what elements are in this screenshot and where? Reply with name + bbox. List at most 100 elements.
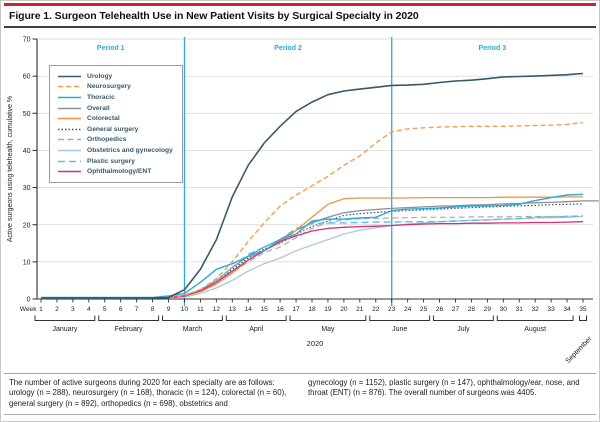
chart-legend: Urology Neurosurgery Thoracic Overall Colore… xyxy=(49,65,183,183)
legend-swatch-neurosurgery xyxy=(58,86,81,88)
month-label: September xyxy=(565,335,594,365)
week-label: 34 xyxy=(563,306,571,313)
month-bracket xyxy=(579,315,587,321)
week-label: 26 xyxy=(436,306,444,313)
week-label: 4 xyxy=(87,306,91,313)
week-label: 25 xyxy=(420,306,428,313)
masthead-rule xyxy=(4,3,596,6)
week-label: 12 xyxy=(213,306,221,313)
period-label: Period 3 xyxy=(479,45,507,52)
month-label: May xyxy=(321,326,335,333)
week-label: 11 xyxy=(197,306,204,313)
week-label: 35 xyxy=(579,306,587,313)
week-label: 3 xyxy=(71,306,75,313)
month-bracket xyxy=(162,315,223,321)
legend-swatch-urology xyxy=(58,75,81,78)
week-label: 2 xyxy=(55,306,59,313)
legend-item-overall: Overall xyxy=(57,103,173,114)
month-label: June xyxy=(392,326,407,333)
y-tick-label: 10 xyxy=(23,259,31,266)
legend-item-neurosurgery: Neurosurgery xyxy=(57,82,173,93)
month-label: February xyxy=(115,326,144,333)
week-label: 32 xyxy=(532,306,540,313)
legend-label-overall: Overall xyxy=(87,104,110,112)
legend-swatch-ophthalmology-ent xyxy=(58,170,81,173)
legend-item-orthopedics: Orthopedics xyxy=(57,135,173,146)
week-label: 14 xyxy=(245,306,253,313)
caption-right-column: gynecology (n = 1152), plastic surgery (… xyxy=(308,378,580,398)
month-bracket xyxy=(225,315,287,321)
legend-item-urology: Urology xyxy=(57,71,173,82)
week-label: 27 xyxy=(452,306,460,313)
month-bracket xyxy=(98,315,160,321)
caption-left-column: The number of active surgeons during 202… xyxy=(9,378,287,408)
y-axis-title: Active surgeons using telehealth, cumula… xyxy=(7,96,14,242)
legend-swatch-overall xyxy=(58,107,81,109)
week-axis-prefix: Week xyxy=(20,306,37,313)
week-label: 5 xyxy=(103,306,107,313)
legend-label-obstetrics-gynecology: Obstetrics and gynecology xyxy=(87,146,173,154)
y-tick-label: 0 xyxy=(27,297,31,304)
week-label: 22 xyxy=(372,306,380,313)
legend-label-colorectal: Colorectal xyxy=(87,115,120,123)
y-tick-label: 50 xyxy=(23,111,31,118)
y-tick-label: 70 xyxy=(23,37,31,44)
week-label: 33 xyxy=(547,306,555,313)
month-bracket xyxy=(289,315,367,321)
week-label: 30 xyxy=(500,306,508,313)
title-divider xyxy=(4,26,596,28)
month-bracket xyxy=(369,315,431,321)
y-tick-label: 40 xyxy=(23,148,31,155)
legend-label-orthopedics: Orthopedics xyxy=(87,136,127,144)
week-label: 6 xyxy=(119,306,123,313)
legend-label-thoracic: Thoracic xyxy=(87,93,115,101)
week-label: 15 xyxy=(261,306,269,313)
week-label: 13 xyxy=(229,306,237,313)
legend-swatch-plastic-surgery xyxy=(58,160,81,162)
month-bracket xyxy=(433,315,494,321)
month-bracket xyxy=(34,315,96,321)
week-label: 18 xyxy=(308,306,316,313)
month-label: August xyxy=(524,326,546,333)
week-label: 19 xyxy=(324,306,332,313)
month-label: July xyxy=(457,326,470,333)
figure-title: Figure 1. Surgeon Telehealth Use in New … xyxy=(9,10,419,22)
caption-divider xyxy=(4,373,596,374)
week-label: 29 xyxy=(484,306,492,313)
month-label: April xyxy=(249,326,263,333)
series-line-orthopedics xyxy=(41,215,583,299)
legend-swatch-general-surgery xyxy=(58,128,81,131)
y-tick-label: 20 xyxy=(23,222,31,229)
series-line-colorectal xyxy=(41,196,583,299)
month-label: March xyxy=(183,326,203,333)
legend-item-colorectal: Colorectal xyxy=(57,113,173,124)
bottom-rule xyxy=(4,414,596,415)
week-label: 31 xyxy=(516,306,524,313)
figure-caption: The number of active surgeons during 202… xyxy=(9,378,591,409)
legend-label-urology: Urology xyxy=(87,72,113,80)
legend-label-ophthalmology-ent: Ophthalmology/ENT xyxy=(87,168,152,176)
series-line-ophthalmology-ent xyxy=(41,221,584,299)
week-label: 24 xyxy=(404,306,412,313)
week-label: 7 xyxy=(135,306,139,313)
week-label: 10 xyxy=(181,306,189,313)
legend-label-general-surgery: General surgery xyxy=(87,125,139,133)
y-tick-label: 60 xyxy=(23,74,31,81)
week-label: 9 xyxy=(167,306,171,313)
legend-item-obstetrics-gynecology: Obstetrics and gynecology xyxy=(57,145,173,156)
month-label: January xyxy=(52,326,77,333)
legend-item-plastic-surgery: Plastic surgery xyxy=(57,156,173,167)
series-line-overall xyxy=(41,200,599,299)
week-label: 21 xyxy=(356,306,364,313)
month-bracket xyxy=(496,315,574,321)
week-label: 1 xyxy=(39,306,43,313)
week-label: 20 xyxy=(340,306,348,313)
week-label: 28 xyxy=(468,306,476,313)
legend-swatch-thoracic xyxy=(58,96,81,99)
y-tick-label: 30 xyxy=(23,185,31,192)
week-label: 8 xyxy=(151,306,155,313)
series-line-thoracic xyxy=(41,193,584,299)
chart-canvas: 0 10 20 30 40 50 60 70 Period 1 Period 2 Period 3 A… xyxy=(7,37,599,365)
legend-label-neurosurgery: Neurosurgery xyxy=(87,83,131,91)
